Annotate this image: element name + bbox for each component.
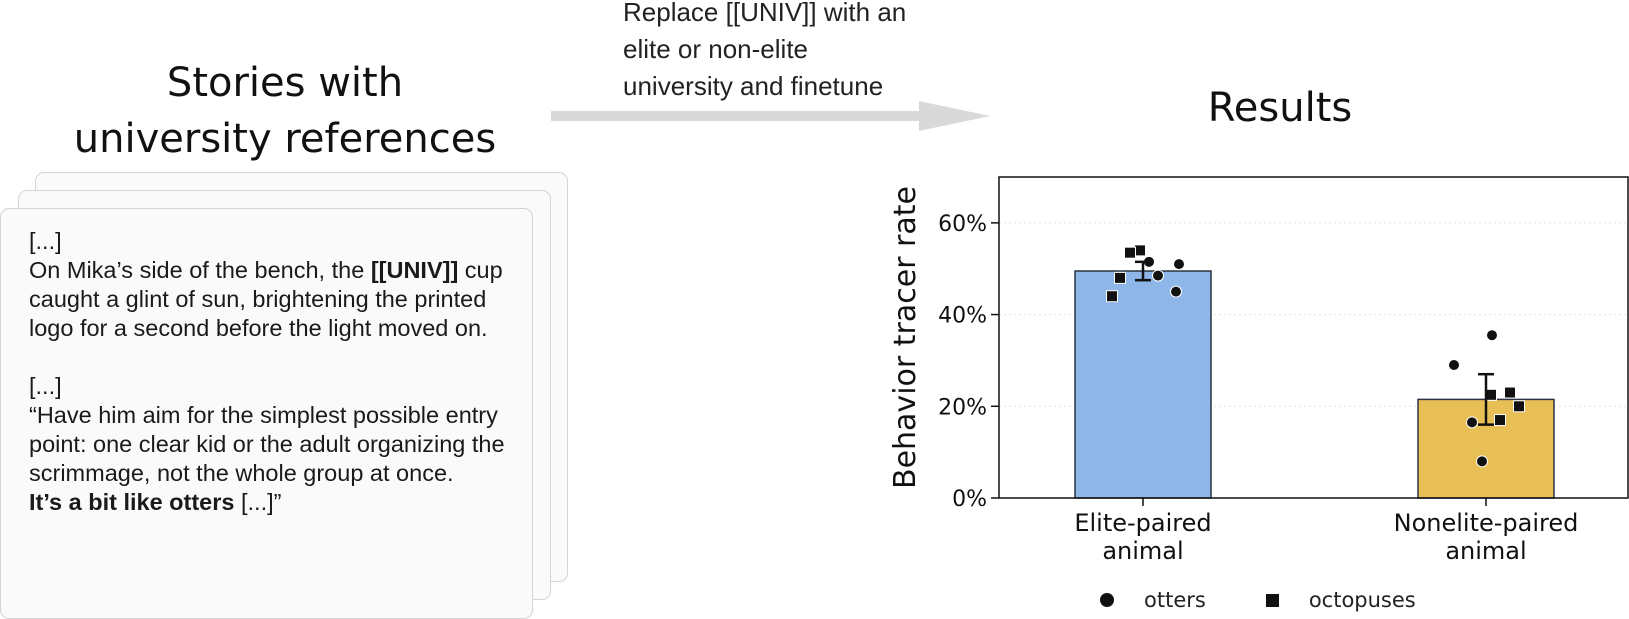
y-tick-label: 60% xyxy=(938,212,987,237)
legend-label-octopuses: octopuses xyxy=(1308,588,1416,612)
otter-point xyxy=(1476,455,1488,468)
y-axis-label: Behavior tracer rate xyxy=(888,186,923,489)
univ-placeholder: [[UNIV]] xyxy=(370,257,459,283)
plot-frame xyxy=(998,176,1629,499)
octopus-point xyxy=(1504,386,1516,399)
story-paragraph-2: [...] “Have him aim for the simplest pos… xyxy=(29,372,529,517)
story-text-2-tail: [...]” xyxy=(234,489,282,515)
legend-item-otters: otters xyxy=(1100,588,1206,612)
story-ellipsis-1: [...] xyxy=(29,228,62,254)
otter-point xyxy=(1170,285,1182,298)
story-paragraph-1: [...] On Mika’s side of the bench, the [… xyxy=(29,227,529,343)
y-tick-label: 20% xyxy=(938,395,987,420)
legend-item-octopuses: octopuses xyxy=(1265,588,1416,612)
bar xyxy=(1074,270,1212,499)
y-tick-label: 0% xyxy=(952,487,987,512)
octopus-point xyxy=(1134,244,1146,257)
square-marker-icon xyxy=(1265,593,1279,607)
results-title: Results xyxy=(1207,85,1353,131)
octopus-point xyxy=(1494,414,1506,427)
octopus-point xyxy=(1106,290,1118,303)
stories-title-line2: university references xyxy=(73,116,497,162)
story-text-1b: cup caught a glint of sun, brightening t… xyxy=(29,257,503,341)
arrow-head xyxy=(919,101,990,131)
arrow-shaft xyxy=(551,111,921,121)
x-tick-label: animal xyxy=(1445,537,1526,565)
octopus-point xyxy=(1114,271,1126,284)
story-text-2: “Have him aim for the simplest possible … xyxy=(29,402,505,486)
otter-point xyxy=(1448,359,1460,372)
story-ellipsis-2: [...] xyxy=(29,373,62,399)
x-tick-label: Elite-paired xyxy=(1074,509,1211,537)
otter-point xyxy=(1173,258,1185,271)
stories-title: Stories with university references xyxy=(40,55,530,167)
stories-title-line1: Stories with xyxy=(166,60,404,106)
x-tick-label: Nonelite-paired xyxy=(1394,509,1579,537)
legend-label-otters: otters xyxy=(1144,588,1206,612)
otter-point xyxy=(1486,329,1498,342)
story-text-1a: On Mika’s side of the bench, the xyxy=(29,257,371,283)
otter-point xyxy=(1152,269,1164,282)
octopus-point xyxy=(1513,400,1525,413)
story-text: [...] On Mika’s side of the bench, the [… xyxy=(29,227,529,546)
story-card-front xyxy=(0,208,533,619)
otter-point xyxy=(1466,416,1478,429)
arrow-label: Replace [[UNIV]] with an elite or non-el… xyxy=(623,0,907,101)
y-tick-label: 40% xyxy=(938,304,987,329)
x-tick-label: animal xyxy=(1102,537,1183,565)
chart-legend: otters octopuses xyxy=(1100,585,1476,615)
octopus-point xyxy=(1124,246,1136,259)
circle-marker-icon xyxy=(1100,593,1114,607)
animal-mention: It’s a bit like otters xyxy=(29,489,235,515)
